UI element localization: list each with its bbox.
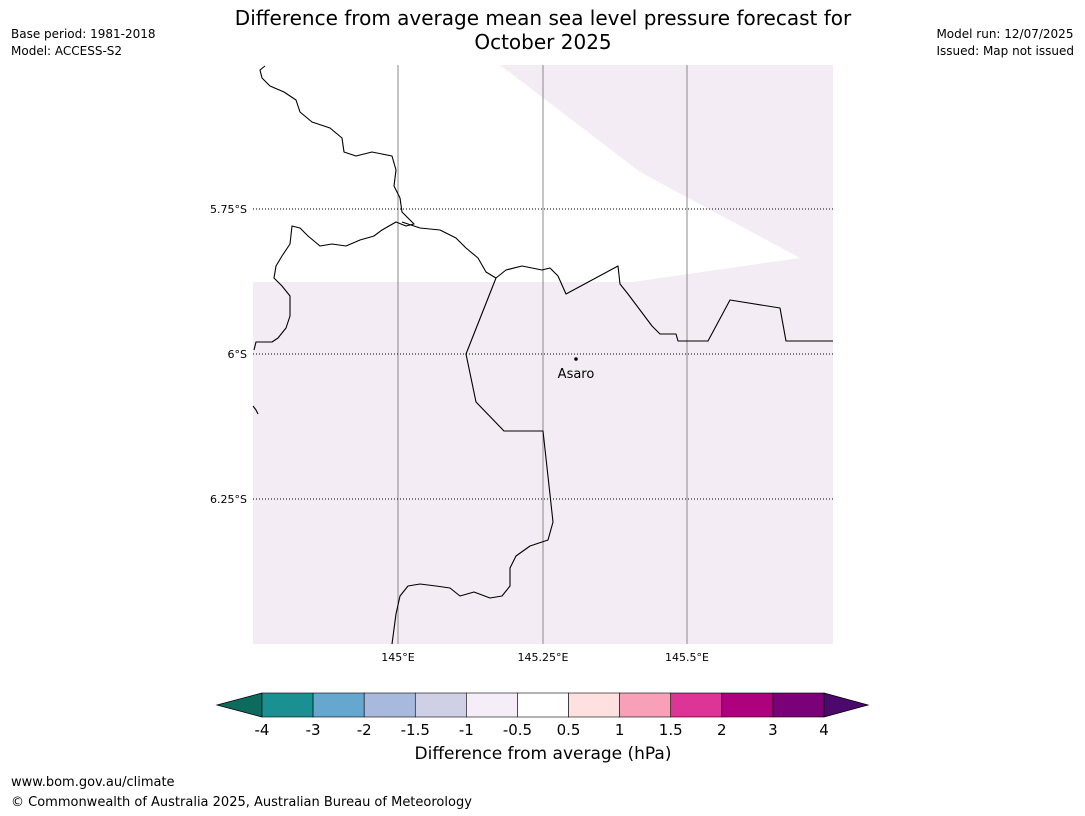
colorbar-tick-label: -4 (255, 721, 270, 739)
colorbar: -4 -3 -2 -1.5 -1 -0.5 0.5 1 1.5 2 3 4 (215, 692, 870, 739)
colorbar-ticks: -4 -3 -2 -1.5 -1 -0.5 0.5 1 1.5 2 3 4 (255, 721, 829, 739)
map-title: Difference from average mean sea level p… (213, 6, 873, 54)
lon-label-145-25e: 145.25°E (518, 651, 569, 664)
boundaries (252, 65, 833, 645)
boundary-ridge (401, 221, 833, 342)
fill-region-northeast (500, 65, 833, 282)
colorbar-tick-label: 0.5 (557, 721, 581, 739)
base-period: Base period: 1981-2018 (11, 27, 156, 41)
model-name: Model: ACCESS-S2 (11, 44, 123, 58)
colorbar-segment (568, 692, 620, 718)
model-run: Model run: 12/07/2025 (936, 27, 1074, 41)
colorbar-tick-label: -1 (459, 721, 474, 739)
colorbar-tick-label: 1.5 (659, 721, 683, 739)
boundary-west-tick (252, 405, 259, 415)
colorbar-segment (312, 692, 365, 718)
colorbar-segment (619, 692, 672, 718)
footer-copyright: © Commonwealth of Australia 2025, Austra… (11, 795, 472, 810)
boundary-north (253, 65, 415, 351)
colorbar-tick-label: 2 (717, 721, 727, 739)
asaro-marker (574, 357, 578, 361)
footer-url: www.bom.gov.au/climate (11, 775, 175, 790)
colorbar-segment (517, 692, 569, 718)
colorbar-tick-label: 3 (768, 721, 778, 739)
metadata-right: Model run: 12/07/2025 Issued: Map not is… (936, 26, 1074, 60)
colorbar-segment (261, 692, 314, 718)
colorbar-tick-label: 1 (615, 721, 625, 739)
colorbar-extend-low (215, 692, 263, 718)
colorbar-segment (772, 692, 825, 718)
map-panel: Asaro 5.75°S 6°S 6.25°S 145°E 145.25°E 1… (210, 65, 833, 664)
colorbar-tick-label: -0.5 (503, 721, 532, 739)
colorbar-segment (363, 692, 416, 718)
colorbar-tick-label: -2 (357, 721, 372, 739)
boundary-central (391, 277, 554, 645)
colorbar-extend-high (823, 692, 870, 718)
colorbar-segment (670, 692, 723, 718)
colorbar-tick-label: -3 (306, 721, 321, 739)
lat-label-6s: 6°S (228, 348, 247, 361)
lon-label-145e: 145°E (381, 651, 414, 664)
lat-label-6-25s: 6.25°S (210, 493, 247, 506)
colorbar-label: Difference from average (hPa) (414, 744, 672, 764)
lon-label-145-5e: 145.5°E (665, 651, 709, 664)
asaro-label: Asaro (558, 367, 595, 382)
colorbar-tick-label: -1.5 (401, 721, 430, 739)
issued-status: Issued: Map not issued (936, 44, 1074, 58)
colorbar-segment (414, 692, 467, 718)
colorbar-segment (721, 692, 774, 718)
title-line-1: Difference from average mean sea level p… (234, 6, 852, 30)
colorbar-segments (261, 692, 825, 718)
title-line-2: October 2025 (474, 30, 612, 54)
colorbar-segment (466, 692, 518, 718)
lat-label-5-75s: 5.75°S (210, 203, 247, 216)
colorbar-tick-label: 4 (819, 721, 829, 739)
metadata-left: Base period: 1981-2018 Model: ACCESS-S2 (11, 26, 156, 60)
